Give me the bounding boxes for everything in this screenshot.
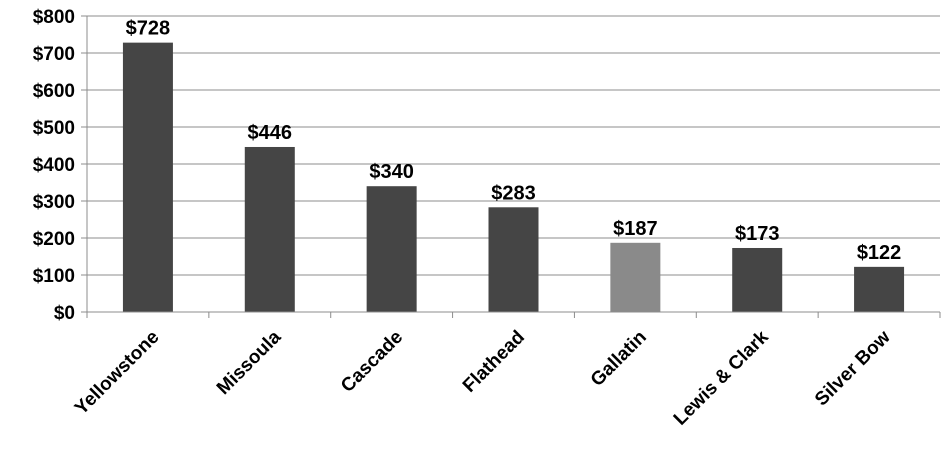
bar-missoula	[244, 146, 295, 312]
data-labels: $728 $446 $340 $283 $187 $173 $122	[126, 18, 902, 264]
category-label: Lewis & Clark	[670, 326, 773, 429]
bar-gallatin	[610, 242, 661, 312]
category-label: Silver Bow	[811, 327, 895, 411]
bar-cascade	[366, 186, 417, 312]
category-label: Yellowstone	[71, 327, 163, 419]
y-tick-label: $500	[33, 118, 75, 139]
category-label: Gallatin	[587, 327, 651, 391]
gridlines	[87, 15, 940, 276]
bars	[122, 42, 905, 312]
bar-flathead	[488, 207, 539, 312]
y-tick-label: $400	[33, 155, 75, 176]
y-axis-tick-labels: $0 $100 $200 $300 $400 $500 $600 $700 $800	[33, 7, 87, 324]
y-tick-label: $200	[33, 229, 75, 250]
category-labels: Yellowstone Missoula Cascade Flathead Gallat…	[71, 326, 895, 429]
y-tick-label: $800	[33, 7, 75, 28]
data-label: $340	[369, 161, 414, 183]
y-tick-label: $600	[33, 81, 75, 102]
bar-yellowstone	[122, 42, 173, 312]
y-tick-label: $700	[33, 44, 75, 65]
y-tick-label: $300	[33, 192, 75, 213]
y-tick-label: $100	[33, 266, 75, 287]
data-label: $187	[613, 218, 658, 240]
category-label: Cascade	[337, 327, 407, 397]
data-label: $122	[857, 242, 902, 264]
data-label: $728	[126, 18, 171, 40]
data-label: $283	[491, 182, 536, 204]
data-label: $173	[735, 223, 780, 245]
y-tick-label: $0	[54, 303, 75, 324]
bar-silver-bow	[854, 266, 905, 312]
axes	[86, 16, 941, 318]
category-label: Missoula	[213, 326, 286, 399]
bar-lewis-clark	[732, 247, 783, 312]
category-label: Flathead	[459, 327, 529, 397]
data-label: $446	[248, 122, 293, 144]
